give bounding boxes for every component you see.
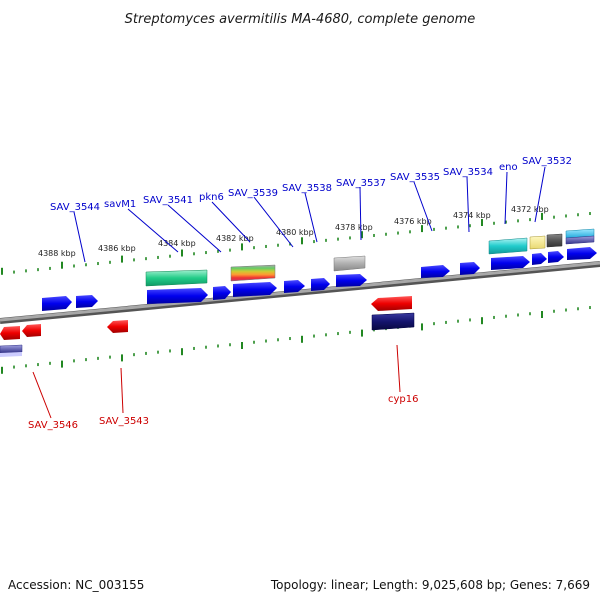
gene-cyp16-arrow[interactable] — [371, 296, 412, 311]
scale-label-4380: 4380 kbp — [276, 228, 314, 237]
gene-small-arrow[interactable] — [548, 251, 564, 263]
scale-label-4372: 4372 kbp — [511, 205, 549, 214]
scale-label-4384: 4384 kbp — [158, 239, 196, 248]
scale-label-4378: 4378 kbp — [335, 223, 373, 232]
gene-eno2-arrow[interactable] — [532, 253, 547, 265]
gene-label-SAV_3543[interactable]: SAV_3543 — [99, 416, 149, 427]
scale-labels: 4388 kbp 4386 kbp 4384 kbp 4382 kbp 4380… — [38, 205, 549, 258]
gene-label-SAV_3532[interactable]: SAV_3532 — [522, 156, 572, 167]
forward-leader-lines — [73, 166, 546, 263]
gene-label-SAV_3538[interactable]: SAV_3538 — [282, 183, 332, 194]
scale-label-4382: 4382 kbp — [216, 234, 254, 243]
gene-SAV_3546b-arrow[interactable] — [22, 324, 41, 337]
gene-label-SAV_3541[interactable]: SAV_3541 — [143, 195, 193, 206]
scale-label-4374: 4374 kbp — [453, 211, 491, 220]
gene-label-SAV_3546[interactable]: SAV_3546 — [28, 420, 78, 431]
feature-eno-box[interactable] — [488, 237, 528, 255]
gene-pkn6-arrow[interactable] — [213, 286, 231, 300]
scale-label-4376: 4376 kbp — [394, 217, 432, 226]
forward-scale — [1, 212, 591, 275]
gene-label-cyp16[interactable]: cyp16 — [388, 394, 419, 405]
reverse-leader-lines — [32, 344, 401, 419]
reverse-scale — [1, 306, 591, 374]
feature-yellow-box[interactable] — [529, 235, 546, 250]
gene-SAV_3537-arrow[interactable] — [336, 274, 367, 287]
feature-SAV_3546-lower[interactable] — [0, 352, 22, 357]
gene-SAV_3544-arrow[interactable] — [42, 296, 72, 311]
feature-savM1-box[interactable] — [145, 269, 208, 287]
feature-dark-box[interactable] — [546, 233, 563, 248]
gene-SAV_3535-arrow[interactable] — [421, 265, 450, 278]
gene-label-SAV_3537[interactable]: SAV_3537 — [336, 178, 386, 189]
gene-eno-arrow[interactable] — [491, 256, 530, 270]
gene-label-pkn6[interactable]: pkn6 — [199, 192, 224, 203]
gene-SAV_3546-arrow[interactable] — [0, 326, 20, 340]
genome-backbone — [0, 261, 600, 324]
feature-SAV_3537-box[interactable] — [333, 255, 366, 272]
gene-savM1-arrow[interactable] — [76, 295, 98, 308]
accession-text: Accession: NC_003155 — [8, 578, 145, 592]
scale-label-4388: 4388 kbp — [38, 249, 76, 258]
gene-SAV_3534-arrow[interactable] — [460, 262, 480, 275]
gene-label-SAV_3534[interactable]: SAV_3534 — [443, 167, 493, 178]
reverse-gene-arrows — [0, 296, 415, 357]
gene-label-SAV_3535[interactable]: SAV_3535 — [390, 172, 440, 183]
gene-label-SAV_3539[interactable]: SAV_3539 — [228, 188, 278, 199]
gene-SAV_3543-arrow[interactable] — [107, 320, 128, 333]
forward-features-top — [145, 228, 595, 287]
forward-gene-labels: SAV_3544 savM1 SAV_3541 pkn6 SAV_3539 SA… — [50, 156, 572, 213]
gene-SAV_3541-arrow[interactable] — [147, 288, 208, 304]
feature-pkn6-box[interactable] — [230, 264, 276, 282]
feature-SAV_3546-box[interactable] — [0, 344, 23, 354]
reverse-gene-labels: SAV_3546 SAV_3543 cyp16 — [28, 394, 419, 431]
gene-label-savM1[interactable]: savM1 — [104, 199, 136, 210]
feature-SAV_3532-lower[interactable] — [565, 235, 595, 245]
gene-SAV_3538a-arrow[interactable] — [284, 280, 305, 293]
gene-label-SAV_3544[interactable]: SAV_3544 — [50, 202, 100, 213]
feature-cyp16-box[interactable] — [371, 312, 415, 331]
scale-label-4386: 4386 kbp — [98, 244, 136, 253]
map-title: Streptomyces avermitilis MA-4680, comple… — [125, 12, 476, 27]
genome-summary-text: Topology: linear; Length: 9,025,608 bp; … — [270, 578, 590, 592]
gene-SAV_3532-arrow[interactable] — [567, 247, 597, 260]
forward-gene-arrows — [42, 247, 597, 311]
gene-SAV_3539-arrow[interactable] — [233, 282, 277, 297]
gene-label-eno[interactable]: eno — [499, 162, 518, 173]
gene-SAV_3538b-arrow[interactable] — [311, 278, 330, 291]
